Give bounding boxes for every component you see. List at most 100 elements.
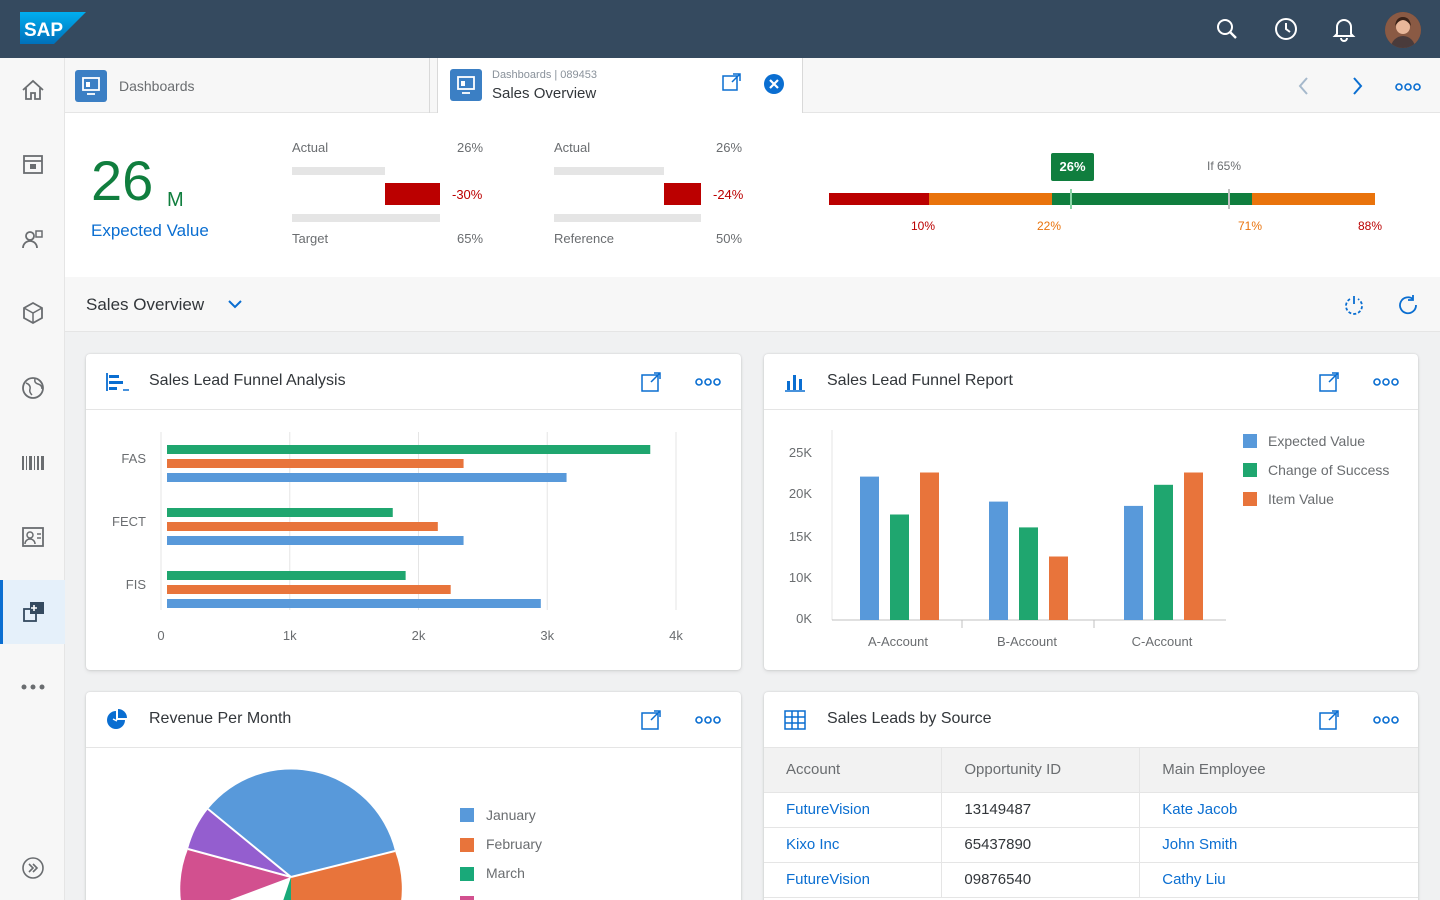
pie-slice-pink [180, 849, 291, 900]
overflow-icon[interactable] [1372, 368, 1400, 396]
threshold-scale [829, 189, 1375, 209]
close-tab-icon[interactable] [764, 74, 784, 94]
legend-swatch [1243, 434, 1257, 448]
bar [920, 472, 939, 620]
history-icon[interactable] [1269, 12, 1303, 46]
actual-value: 26% [457, 140, 484, 155]
bar [167, 599, 541, 608]
y-tick-label: 10K [789, 570, 812, 585]
bar [1184, 472, 1203, 620]
kpi-value: 26 [91, 149, 154, 212]
dashboard-icon [75, 69, 107, 102]
home-icon[interactable] [0, 58, 65, 122]
open-external-icon[interactable] [1315, 368, 1343, 396]
actual-label: Actual [292, 140, 329, 155]
calendar-icon[interactable] [0, 132, 65, 196]
open-new-window-icon[interactable] [719, 71, 743, 95]
kpi-header: 26 M Expected Value Actual 26% -30% Targ… [65, 113, 1440, 277]
account-link[interactable]: FutureVision [764, 862, 943, 898]
next-icon[interactable] [1345, 74, 1369, 98]
bar [167, 585, 451, 594]
actual-bar [292, 167, 385, 175]
opportunity-id: 65437890 [941, 827, 1141, 863]
open-external-icon[interactable] [1315, 706, 1343, 734]
employee-link[interactable]: John Smith [1139, 827, 1418, 863]
tab-dashboards[interactable]: Dashboards [65, 58, 430, 113]
globe-icon[interactable] [0, 356, 65, 420]
card-header: Sales Lead Funnel Analysis [86, 354, 741, 410]
delta-bar [664, 183, 701, 205]
employee-link[interactable]: Kate Jacob [1139, 792, 1418, 828]
target-value: 65% [457, 231, 484, 246]
category-label: FIS [126, 577, 147, 592]
side-navigation [0, 58, 65, 900]
chevron-down-icon[interactable] [225, 294, 245, 314]
overflow-icon[interactable] [1395, 80, 1421, 92]
sap-logo[interactable]: SAP [20, 12, 86, 44]
refresh-icon[interactable] [1396, 293, 1420, 317]
bar [890, 514, 909, 620]
search-icon[interactable] [1210, 12, 1244, 46]
x-tick-label: 0 [157, 628, 164, 643]
category-label: FECT [112, 514, 146, 529]
revenue-card: Revenue Per Month January February March [86, 692, 741, 900]
reference-label: Reference [554, 231, 614, 246]
more-icon[interactable] [0, 655, 65, 719]
column-header-account[interactable]: Account [764, 748, 943, 793]
hbar-chart-icon [103, 368, 131, 396]
bar [167, 522, 438, 531]
previous-icon[interactable] [1292, 74, 1316, 98]
product-icon[interactable] [0, 281, 65, 345]
kpi-unit: M [167, 189, 184, 211]
opportunity-id: 09876540 [941, 862, 1141, 898]
employee-link[interactable]: Cathy Liu [1139, 862, 1418, 898]
reference-value: 50% [716, 231, 743, 246]
barcode-icon[interactable] [0, 431, 65, 495]
card-header: Revenue Per Month [86, 692, 741, 748]
open-external-icon[interactable] [637, 368, 665, 396]
expand-icon[interactable] [0, 836, 65, 900]
x-tick-label: 3k [540, 628, 554, 643]
shell-bar: SAP [0, 0, 1440, 58]
logo-text: SAP [24, 20, 63, 41]
target-bar [292, 214, 440, 222]
overflow-icon[interactable] [1372, 706, 1400, 734]
sales-dashboard-icon[interactable] [0, 580, 65, 644]
legend-label: March [486, 865, 525, 881]
legend-swatch [460, 896, 474, 900]
contacts-icon[interactable] [0, 505, 65, 569]
notifications-icon[interactable] [1327, 12, 1361, 46]
open-external-icon[interactable] [637, 706, 665, 734]
bar [1124, 505, 1143, 620]
x-tick-label: 4k [669, 628, 683, 643]
table-header-row: Account Opportunity ID Main Employee [764, 748, 1418, 793]
power-icon[interactable] [1342, 293, 1366, 317]
page-title: Sales Overview [86, 295, 205, 314]
column-header-opportunity-id[interactable]: Opportunity ID [941, 748, 1141, 793]
overflow-icon[interactable] [694, 706, 722, 734]
leads-table: Account Opportunity ID Main Employee Fut… [764, 748, 1418, 898]
account-link[interactable]: Kixo Inc [764, 827, 943, 863]
kpi-label[interactable]: Expected Value [91, 221, 209, 240]
tab-label: Dashboards [119, 77, 195, 94]
table-row: Kixo Inc 65437890 John Smith [764, 827, 1418, 863]
user-avatar[interactable] [1385, 12, 1421, 48]
column-chart-icon [781, 368, 809, 396]
bar [167, 473, 567, 482]
bar [1049, 556, 1068, 620]
dashboard-icon [450, 69, 482, 101]
account-link[interactable]: FutureVision [764, 792, 943, 828]
table-icon [781, 706, 809, 734]
actual-bar [554, 167, 664, 175]
bar [167, 445, 651, 454]
delta-value: -30% [452, 187, 483, 202]
bar [1154, 484, 1173, 620]
customers-icon[interactable] [0, 207, 65, 271]
tab-sales-overview[interactable]: Dashboards | 089453 Sales Overview [437, 58, 803, 113]
legend-label: Change of Success [1268, 462, 1389, 478]
bar [167, 459, 464, 468]
bar [167, 571, 406, 580]
overflow-icon[interactable] [694, 368, 722, 396]
card-header: Sales Leads by Source [764, 692, 1418, 748]
column-header-main-employee[interactable]: Main Employee [1139, 748, 1418, 793]
